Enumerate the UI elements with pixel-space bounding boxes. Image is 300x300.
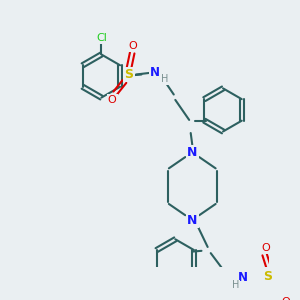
Text: O: O [129, 41, 137, 51]
Text: O: O [108, 95, 116, 105]
Text: N: N [238, 271, 248, 284]
Text: H: H [232, 280, 239, 290]
Text: H: H [161, 74, 168, 84]
Text: N: N [187, 146, 197, 159]
Text: S: S [263, 270, 272, 283]
Text: N: N [150, 67, 160, 80]
Text: O: O [282, 297, 291, 300]
Text: Cl: Cl [96, 32, 107, 43]
Text: N: N [187, 214, 197, 226]
Text: O: O [261, 243, 270, 253]
Text: S: S [124, 68, 134, 81]
